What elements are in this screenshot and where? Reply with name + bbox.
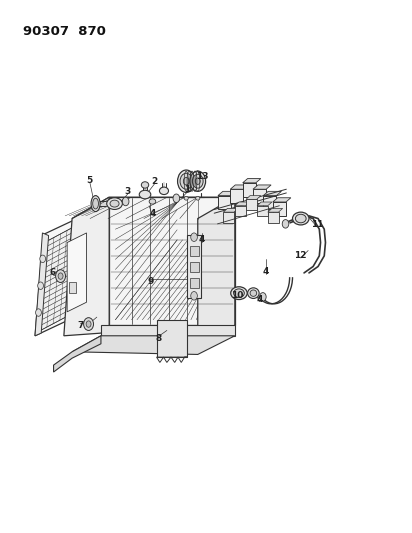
Circle shape bbox=[84, 318, 94, 330]
Polygon shape bbox=[218, 191, 236, 196]
Bar bbox=[69, 282, 76, 293]
Polygon shape bbox=[263, 191, 281, 196]
Bar bbox=[190, 262, 199, 272]
Circle shape bbox=[191, 292, 197, 300]
Polygon shape bbox=[273, 198, 291, 202]
Polygon shape bbox=[253, 185, 271, 189]
Ellipse shape bbox=[159, 187, 169, 195]
Polygon shape bbox=[72, 197, 235, 219]
Circle shape bbox=[56, 270, 66, 282]
Polygon shape bbox=[268, 208, 283, 212]
Bar bbox=[273, 202, 286, 216]
Text: 11: 11 bbox=[311, 221, 323, 229]
Ellipse shape bbox=[234, 289, 244, 297]
Ellipse shape bbox=[293, 212, 309, 225]
Ellipse shape bbox=[180, 173, 192, 189]
Polygon shape bbox=[101, 325, 235, 336]
Polygon shape bbox=[109, 197, 235, 325]
Ellipse shape bbox=[149, 199, 156, 204]
Ellipse shape bbox=[195, 178, 200, 184]
Text: 8: 8 bbox=[155, 334, 162, 343]
Bar bbox=[246, 199, 257, 210]
Ellipse shape bbox=[110, 200, 119, 207]
Bar bbox=[190, 278, 199, 288]
Polygon shape bbox=[187, 235, 201, 298]
Text: 2: 2 bbox=[151, 177, 158, 185]
Text: 4: 4 bbox=[262, 268, 269, 276]
Text: 3: 3 bbox=[124, 188, 131, 196]
Polygon shape bbox=[35, 233, 49, 336]
Text: 1: 1 bbox=[184, 185, 191, 193]
Polygon shape bbox=[157, 320, 187, 357]
Text: 4: 4 bbox=[199, 236, 205, 244]
Bar bbox=[230, 189, 243, 203]
Ellipse shape bbox=[93, 198, 98, 209]
Text: 13: 13 bbox=[196, 173, 208, 181]
Ellipse shape bbox=[139, 190, 151, 199]
Ellipse shape bbox=[295, 214, 306, 223]
Circle shape bbox=[173, 194, 180, 203]
Ellipse shape bbox=[91, 196, 100, 212]
Text: 9: 9 bbox=[147, 277, 154, 286]
Ellipse shape bbox=[190, 171, 206, 191]
Ellipse shape bbox=[231, 287, 247, 300]
Text: 4: 4 bbox=[256, 295, 263, 304]
Ellipse shape bbox=[196, 197, 200, 200]
Ellipse shape bbox=[184, 197, 188, 200]
Polygon shape bbox=[246, 196, 261, 199]
Bar bbox=[268, 212, 279, 223]
Text: 90307  870: 90307 870 bbox=[23, 26, 105, 38]
Circle shape bbox=[86, 321, 91, 327]
Circle shape bbox=[35, 309, 41, 316]
Text: 12: 12 bbox=[295, 252, 307, 260]
Bar bbox=[218, 196, 231, 209]
Text: 5: 5 bbox=[87, 176, 93, 184]
Polygon shape bbox=[40, 209, 106, 330]
Polygon shape bbox=[235, 202, 250, 206]
Polygon shape bbox=[64, 197, 109, 336]
Bar bbox=[235, 206, 246, 216]
Polygon shape bbox=[72, 336, 235, 354]
Bar bbox=[263, 196, 276, 209]
Text: 10: 10 bbox=[231, 292, 243, 300]
Ellipse shape bbox=[248, 288, 259, 298]
Polygon shape bbox=[243, 179, 261, 183]
Circle shape bbox=[191, 233, 197, 241]
Ellipse shape bbox=[107, 198, 122, 209]
Circle shape bbox=[282, 220, 289, 228]
Polygon shape bbox=[35, 203, 111, 336]
Bar bbox=[243, 183, 256, 197]
Circle shape bbox=[40, 255, 46, 263]
Polygon shape bbox=[198, 197, 235, 346]
Text: 4: 4 bbox=[149, 209, 156, 217]
Ellipse shape bbox=[178, 170, 195, 192]
Polygon shape bbox=[257, 202, 272, 206]
Bar bbox=[223, 212, 234, 223]
Polygon shape bbox=[54, 336, 101, 372]
Ellipse shape bbox=[141, 182, 149, 188]
Circle shape bbox=[122, 197, 129, 206]
Ellipse shape bbox=[183, 177, 189, 185]
Text: 6: 6 bbox=[49, 269, 56, 277]
Circle shape bbox=[58, 273, 63, 279]
Bar bbox=[253, 189, 266, 203]
Bar bbox=[190, 246, 199, 256]
Polygon shape bbox=[67, 233, 87, 312]
Polygon shape bbox=[230, 185, 248, 189]
Bar bbox=[257, 206, 268, 216]
Circle shape bbox=[38, 282, 44, 289]
Polygon shape bbox=[223, 208, 238, 212]
Circle shape bbox=[260, 293, 266, 301]
Ellipse shape bbox=[192, 174, 203, 188]
Text: 7: 7 bbox=[77, 321, 84, 329]
Ellipse shape bbox=[250, 290, 257, 296]
